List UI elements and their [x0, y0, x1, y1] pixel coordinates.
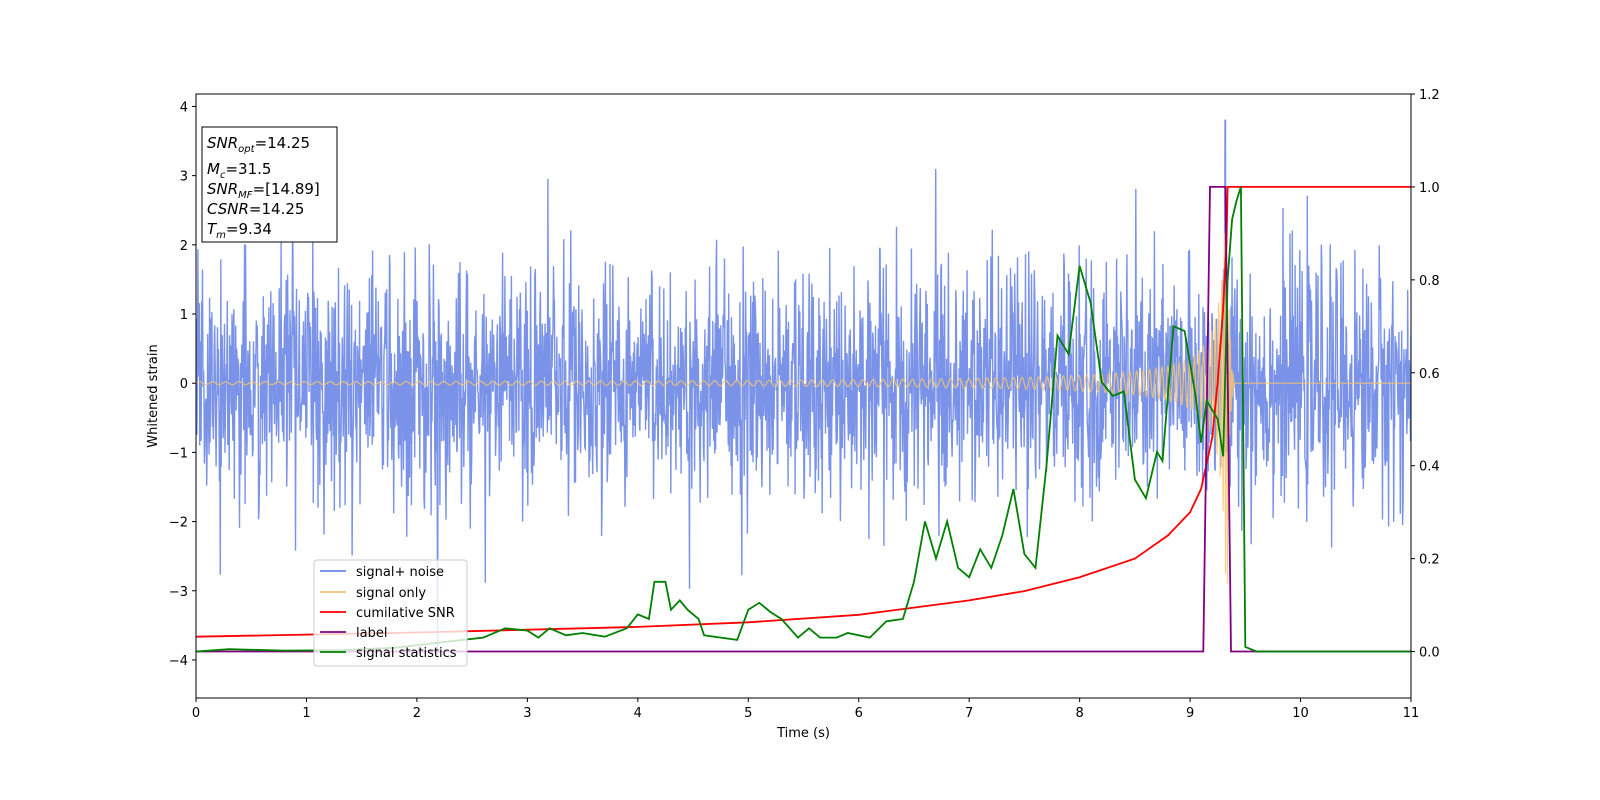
y-tick-label: −4: [169, 654, 188, 669]
x-tick-label: 8: [1075, 706, 1083, 721]
y-axis-left: −4 −3 −2 −1 0 1 2 3 4: [169, 100, 196, 669]
x-axis: 0 1 2 3 4 5 6 7 8 9 10 11: [192, 698, 1419, 721]
y2-tick-label: 1.0: [1419, 181, 1440, 196]
y2-tick-label: 0.6: [1419, 367, 1440, 382]
y-axis-label: Whitened strain: [146, 344, 161, 447]
x-tick-label: 0: [192, 706, 200, 721]
legend-label-cumulative-snr: cumilative SNR: [356, 606, 455, 621]
legend: signal+ noise signal only cumilative SNR…: [313, 559, 468, 667]
plot-frame: [195, 93, 1412, 699]
x-tick-label: 9: [1186, 706, 1194, 721]
info-tm: Tm=9.34: [207, 220, 272, 241]
y2-tick-label: 0.4: [1419, 460, 1440, 475]
legend-label-signal-only: signal only: [356, 586, 426, 601]
legend-label-signal-noise: signal+ noise: [356, 565, 444, 580]
y2-tick-label: 1.2: [1419, 88, 1440, 103]
y-tick-label: 4: [180, 100, 188, 115]
info-box-frame: [201, 126, 338, 243]
x-tick-label: 10: [1292, 706, 1309, 721]
x-tick-label: 5: [744, 706, 752, 721]
series-signal-statistics: [196, 186, 1411, 653]
y-axis-right: 0.0 0.2 0.4 0.6 0.8 1.0 1.2: [1411, 88, 1440, 661]
legend-label-signal-statistics: signal statistics: [356, 646, 457, 661]
info-mc: Mc=31.5: [207, 160, 271, 181]
x-tick-label: 2: [413, 706, 421, 721]
series-cumulative-snr: [196, 186, 1411, 638]
legend-label-label: label: [356, 626, 387, 641]
x-tick-label: 4: [634, 706, 642, 721]
x-tick-label: 7: [965, 706, 973, 721]
y-tick-label: −1: [169, 446, 188, 461]
x-tick-label: 6: [855, 706, 863, 721]
x-tick-label: 3: [523, 706, 531, 721]
y2-tick-label: 0.8: [1419, 274, 1440, 289]
x-axis-label: Time (s): [776, 726, 830, 741]
info-box: SNRopt=14.25 Mc=31.5 SNRMF=[14.89] CSNR=…: [201, 126, 338, 243]
y-tick-label: 3: [180, 170, 188, 185]
y-tick-label: 0: [180, 377, 188, 392]
y-tick-label: −2: [169, 516, 188, 531]
x-tick-label: 1: [302, 706, 310, 721]
info-csnr: CSNR=14.25: [207, 200, 304, 218]
info-snr-mf: SNRMF=[14.89]: [207, 180, 320, 201]
legend-frame: [313, 559, 468, 667]
y2-tick-label: 0.2: [1419, 553, 1440, 568]
y2-tick-label: 0.0: [1419, 646, 1440, 661]
x-tick-label: 11: [1403, 706, 1420, 721]
series-signal-only: [196, 197, 1411, 584]
y-tick-label: 1: [180, 308, 188, 323]
y-tick-label: −3: [169, 585, 188, 600]
info-snr-opt: SNRopt=14.25: [207, 134, 310, 155]
y-tick-label: 2: [180, 239, 188, 254]
plot-area: [196, 119, 1411, 661]
